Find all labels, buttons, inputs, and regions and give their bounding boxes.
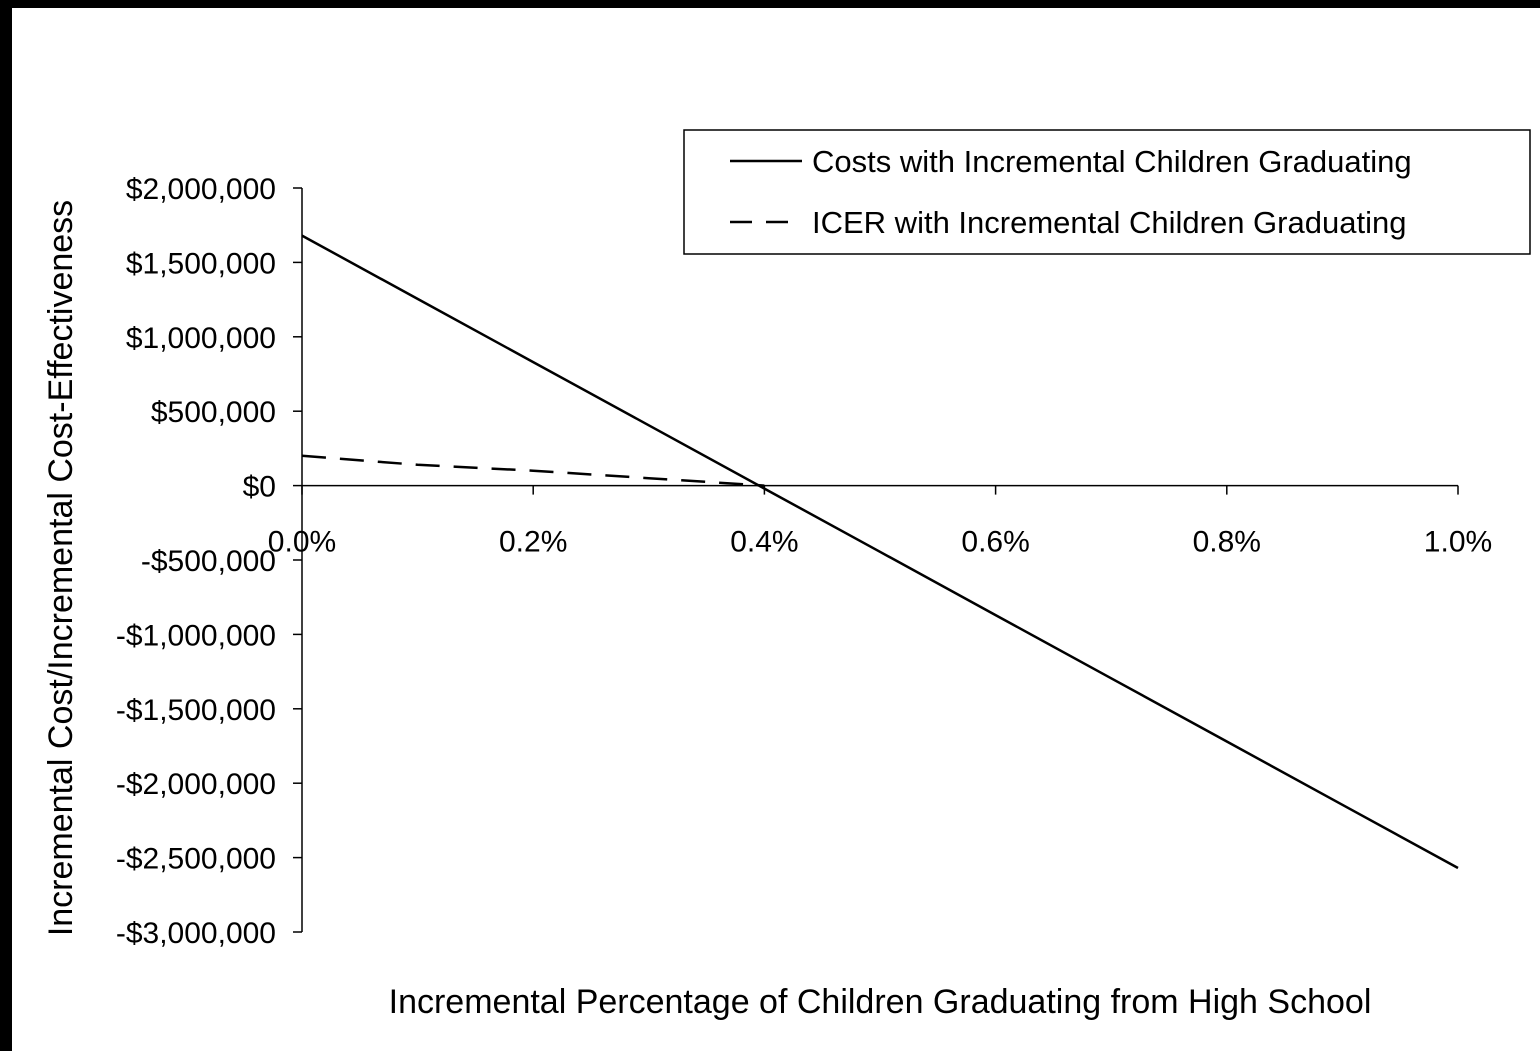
- x-axis-title: Incremental Percentage of Children Gradu…: [389, 983, 1372, 1021]
- y-tick-label: -$2,500,000: [116, 843, 276, 876]
- chart-frame: $2,000,000 $1,500,000 $1,000,000 $500,000 $0…: [12, 8, 1540, 1051]
- legend: Costs with Incremental Children Graduati…: [683, 129, 1531, 255]
- y-tick-label: -$3,000,000: [116, 917, 276, 950]
- y-tick-label: $1,000,000: [126, 322, 276, 355]
- axes: [293, 187, 1459, 933]
- y-tick-label: -$500,000: [141, 545, 276, 578]
- y-tick-label: -$2,000,000: [116, 768, 276, 801]
- series-layer: [301, 234, 1459, 870]
- series-line-costs: [301, 234, 1459, 870]
- legend-label-icer: ICER with Incremental Children Graduatin…: [812, 205, 1406, 240]
- legend-label-costs: Costs with Incremental Children Graduati…: [812, 144, 1412, 179]
- legend-box: [683, 129, 1531, 255]
- y-tick-label: $2,000,000: [126, 173, 276, 206]
- y-tick-label: -$1,000,000: [116, 619, 276, 652]
- x-tick-label: 0.2%: [499, 526, 567, 559]
- y-tick-label: $500,000: [151, 396, 276, 429]
- y-tick-label: $0: [243, 471, 276, 504]
- x-tick-label: 0.6%: [961, 526, 1029, 559]
- x-tick-label: 0.8%: [1193, 526, 1261, 559]
- x-tick-label: 0.0%: [268, 526, 336, 559]
- y-tick-label: $1,500,000: [126, 247, 276, 280]
- y-axis-title: Incremental Cost/Incremental Cost-Effect…: [42, 200, 80, 936]
- series-line-icer: [301, 454, 765, 487]
- y-tick-label: -$1,500,000: [116, 694, 276, 727]
- line-chart: $2,000,000 $1,500,000 $1,000,000 $500,000 $0…: [42, 129, 1531, 1021]
- x-tick-label: 1.0%: [1424, 526, 1492, 559]
- tick-labels: $2,000,000 $1,500,000 $1,000,000 $500,000 $0…: [116, 173, 1492, 950]
- x-tick-label: 0.4%: [730, 526, 798, 559]
